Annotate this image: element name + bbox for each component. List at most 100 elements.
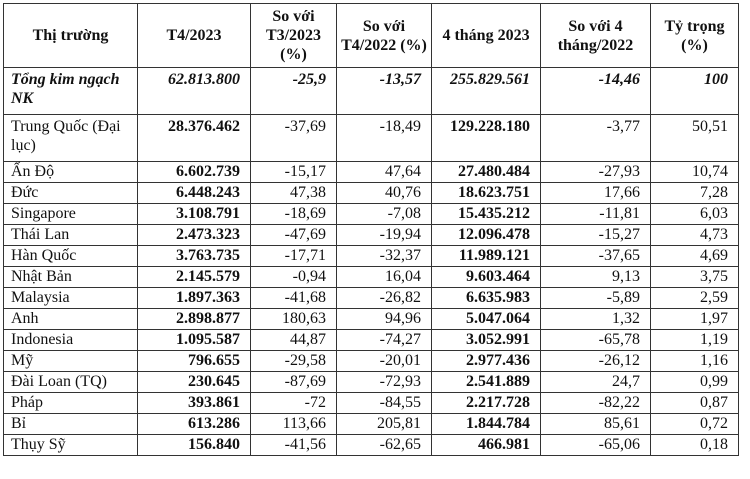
import-market-table-container: Thị trường T4/2023 So với T3/2023 (%) So… <box>3 3 739 456</box>
cell-t4-2023: 613.286 <box>137 413 251 435</box>
cell-t4-2023: 2.145.579 <box>137 266 251 288</box>
cell-share: 4,69 <box>650 245 739 267</box>
cell-vs-t3-2023: 113,66 <box>250 413 337 435</box>
cell-vs-t3-2023: 44,87 <box>250 329 337 351</box>
cell-t4-2023: 62.813.800 <box>137 67 251 115</box>
table-row: Thụy Sỹ 156.840 -41,56 -62,65 466.981 -6… <box>3 434 739 456</box>
cell-vs-four-months-2022: -5,89 <box>540 287 651 309</box>
cell-t4-2023: 796.655 <box>137 350 251 372</box>
cell-share: 3,75 <box>650 266 739 288</box>
cell-vs-t3-2023: -17,71 <box>250 245 337 267</box>
cell-vs-t3-2023: -25,9 <box>250 67 337 115</box>
cell-vs-t4-2022: -62,65 <box>336 434 432 456</box>
cell-four-months-2023: 2.541.889 <box>431 371 541 393</box>
cell-share: 2,59 <box>650 287 739 309</box>
cell-t4-2023: 2.473.323 <box>137 224 251 246</box>
cell-four-months-2023: 12.096.478 <box>431 224 541 246</box>
table-row: Bỉ 613.286 113,66 205,81 1.844.784 85,61… <box>3 413 739 435</box>
cell-vs-t4-2022: 16,04 <box>336 266 432 288</box>
table-row: Mỹ 796.655 -29,58 -20,01 2.977.436 -26,1… <box>3 350 739 372</box>
cell-market: Ấn Độ <box>3 161 138 183</box>
cell-share: 50,51 <box>650 114 739 162</box>
cell-market: Thụy Sỹ <box>3 434 138 456</box>
cell-t4-2023: 1.897.363 <box>137 287 251 309</box>
table-row: Hàn Quốc 3.763.735 -17,71 -32,37 11.989.… <box>3 245 739 267</box>
header-four-months-2023: 4 tháng 2023 <box>431 3 541 68</box>
cell-share: 4,73 <box>650 224 739 246</box>
cell-vs-four-months-2022: -82,22 <box>540 392 651 414</box>
table-row: Đài Loan (TQ) 230.645 -87,69 -72,93 2.54… <box>3 371 739 393</box>
cell-vs-four-months-2022: 85,61 <box>540 413 651 435</box>
cell-vs-t4-2022: -19,94 <box>336 224 432 246</box>
cell-vs-four-months-2022: -3,77 <box>540 114 651 162</box>
cell-vs-t3-2023: -41,56 <box>250 434 337 456</box>
cell-vs-four-months-2022: -37,65 <box>540 245 651 267</box>
cell-t4-2023: 28.376.462 <box>137 114 251 162</box>
cell-market: Nhật Bản <box>3 266 138 288</box>
header-row: Thị trường T4/2023 So với T3/2023 (%) So… <box>3 3 739 68</box>
cell-vs-four-months-2022: -26,12 <box>540 350 651 372</box>
table-row: Malaysia 1.897.363 -41,68 -26,82 6.635.9… <box>3 287 739 309</box>
header-vs-four-months-2022: So với 4 tháng/2022 <box>540 3 651 68</box>
cell-vs-t3-2023: -87,69 <box>250 371 337 393</box>
header-market: Thị trường <box>3 3 138 68</box>
cell-share: 6,03 <box>650 203 739 225</box>
cell-vs-t4-2022: -32,37 <box>336 245 432 267</box>
cell-vs-t4-2022: -72,93 <box>336 371 432 393</box>
cell-vs-t3-2023: -37,69 <box>250 114 337 162</box>
cell-t4-2023: 3.108.791 <box>137 203 251 225</box>
cell-vs-t4-2022: 94,96 <box>336 308 432 330</box>
cell-four-months-2023: 255.829.561 <box>431 67 541 115</box>
cell-four-months-2023: 466.981 <box>431 434 541 456</box>
cell-market: Indonesia <box>3 329 138 351</box>
cell-t4-2023: 156.840 <box>137 434 251 456</box>
cell-four-months-2023: 11.989.121 <box>431 245 541 267</box>
cell-market: Đài Loan (TQ) <box>3 371 138 393</box>
table-row: Pháp 393.861 -72 -84,55 2.217.728 -82,22… <box>3 392 739 414</box>
cell-vs-t4-2022: -26,82 <box>336 287 432 309</box>
cell-t4-2023: 230.645 <box>137 371 251 393</box>
cell-four-months-2023: 15.435.212 <box>431 203 541 225</box>
table-row: Đức 6.448.243 47,38 40,76 18.623.751 17,… <box>3 182 739 204</box>
cell-vs-four-months-2022: -65,06 <box>540 434 651 456</box>
cell-vs-four-months-2022: 9,13 <box>540 266 651 288</box>
cell-vs-four-months-2022: -15,27 <box>540 224 651 246</box>
cell-vs-t4-2022: -13,57 <box>336 67 432 115</box>
cell-four-months-2023: 6.635.983 <box>431 287 541 309</box>
cell-market: Tổng kim ngạch NK <box>3 67 138 115</box>
cell-vs-t3-2023: -47,69 <box>250 224 337 246</box>
cell-market: Bỉ <box>3 413 138 435</box>
cell-share: 0,72 <box>650 413 739 435</box>
cell-vs-t4-2022: 205,81 <box>336 413 432 435</box>
cell-vs-t4-2022: -18,49 <box>336 114 432 162</box>
cell-vs-t4-2022: -20,01 <box>336 350 432 372</box>
cell-share: 1,19 <box>650 329 739 351</box>
cell-t4-2023: 2.898.877 <box>137 308 251 330</box>
table-row: Anh 2.898.877 180,63 94,96 5.047.064 1,3… <box>3 308 739 330</box>
cell-share: 10,74 <box>650 161 739 183</box>
cell-vs-four-months-2022: -11,81 <box>540 203 651 225</box>
cell-four-months-2023: 2.217.728 <box>431 392 541 414</box>
cell-four-months-2023: 27.480.484 <box>431 161 541 183</box>
cell-share: 1,16 <box>650 350 739 372</box>
cell-t4-2023: 3.763.735 <box>137 245 251 267</box>
cell-vs-t3-2023: 180,63 <box>250 308 337 330</box>
cell-share: 100 <box>650 67 739 115</box>
cell-market: Đức <box>3 182 138 204</box>
cell-vs-t4-2022: -84,55 <box>336 392 432 414</box>
cell-share: 0,18 <box>650 434 739 456</box>
total-row: Tổng kim ngạch NK 62.813.800 -25,9 -13,5… <box>3 67 739 115</box>
cell-vs-t4-2022: -74,27 <box>336 329 432 351</box>
cell-t4-2023: 393.861 <box>137 392 251 414</box>
cell-market: Malaysia <box>3 287 138 309</box>
cell-vs-four-months-2022: -14,46 <box>540 67 651 115</box>
cell-four-months-2023: 9.603.464 <box>431 266 541 288</box>
cell-share: 0,87 <box>650 392 739 414</box>
table-row: Nhật Bản 2.145.579 -0,94 16,04 9.603.464… <box>3 266 739 288</box>
cell-vs-t4-2022: 40,76 <box>336 182 432 204</box>
cell-t4-2023: 6.602.739 <box>137 161 251 183</box>
cell-vs-t3-2023: -72 <box>250 392 337 414</box>
cell-market: Anh <box>3 308 138 330</box>
cell-four-months-2023: 2.977.436 <box>431 350 541 372</box>
cell-vs-four-months-2022: 17,66 <box>540 182 651 204</box>
